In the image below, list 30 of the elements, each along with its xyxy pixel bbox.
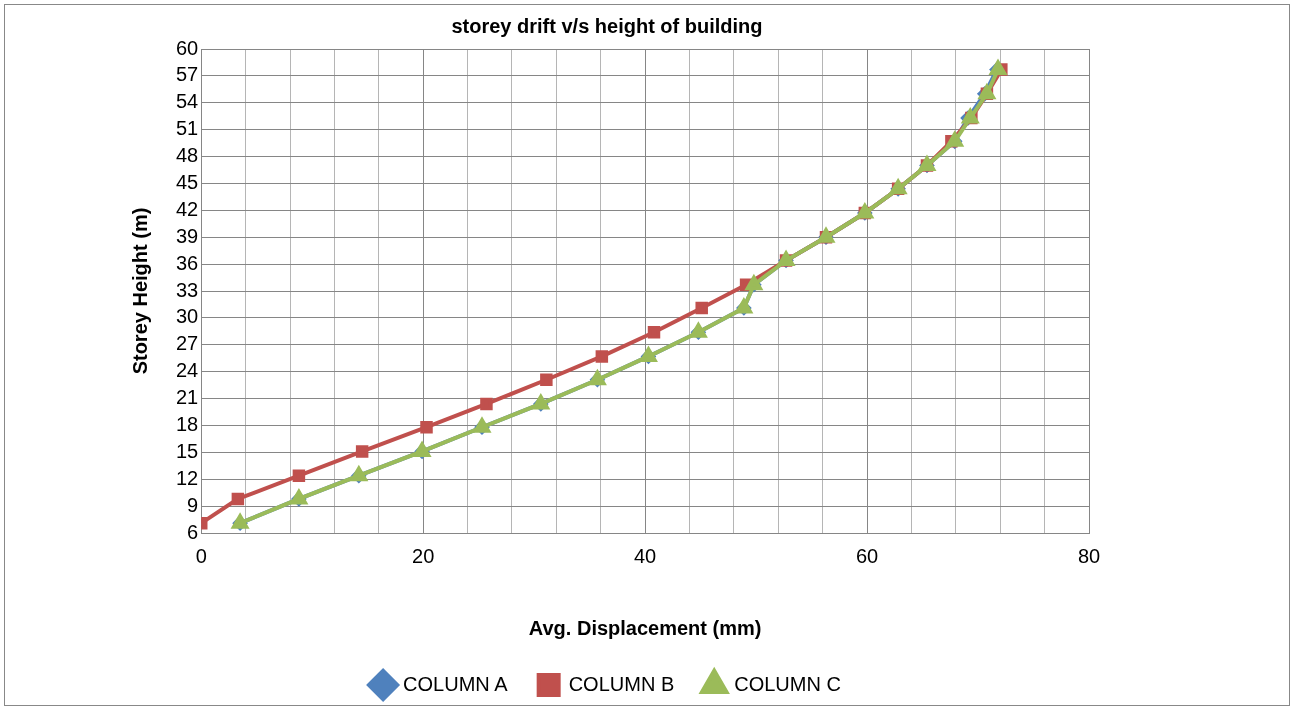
x-axis-title: Avg. Displacement (mm) xyxy=(528,616,762,639)
y-tick-label: 6 xyxy=(187,520,199,543)
x-tick-label: 0 xyxy=(195,544,207,567)
y-tick-label: 33 xyxy=(176,278,199,301)
x-tick-label: 60 xyxy=(855,544,879,567)
x-tick-label: 80 xyxy=(1077,544,1101,567)
y-tick-label: 42 xyxy=(176,197,199,220)
y-tick-label: 45 xyxy=(176,170,199,193)
x-tick-label: 20 xyxy=(412,544,435,567)
y-tick-label: 54 xyxy=(176,90,199,113)
y-tick-label: 57 xyxy=(176,63,199,86)
y-tick-label: 24 xyxy=(176,359,199,382)
y-tick-label: 9 xyxy=(187,493,199,516)
x-tick-label: 40 xyxy=(634,544,657,567)
y-tick-label: 27 xyxy=(176,332,199,355)
chart-title: storey drift v/s height of building xyxy=(451,14,763,37)
y-tick-label: 30 xyxy=(176,305,199,328)
y-tick-label: 18 xyxy=(176,412,199,435)
legend-label: COLUMN A xyxy=(403,672,509,695)
y-tick-label: 15 xyxy=(176,439,199,462)
y-tick-label: 12 xyxy=(176,466,199,489)
y-tick-label: 60 xyxy=(176,36,199,59)
y-tick-label: 21 xyxy=(176,386,199,409)
legend-label: COLUMN C xyxy=(734,672,841,695)
legend-label: COLUMN B xyxy=(568,672,675,695)
y-tick-label: 36 xyxy=(176,251,199,274)
y-axis-title: Storey Height (m) xyxy=(128,207,151,375)
y-tick-label: 51 xyxy=(176,117,199,140)
y-tick-label: 48 xyxy=(176,144,199,167)
y-tick-label: 39 xyxy=(176,224,199,247)
